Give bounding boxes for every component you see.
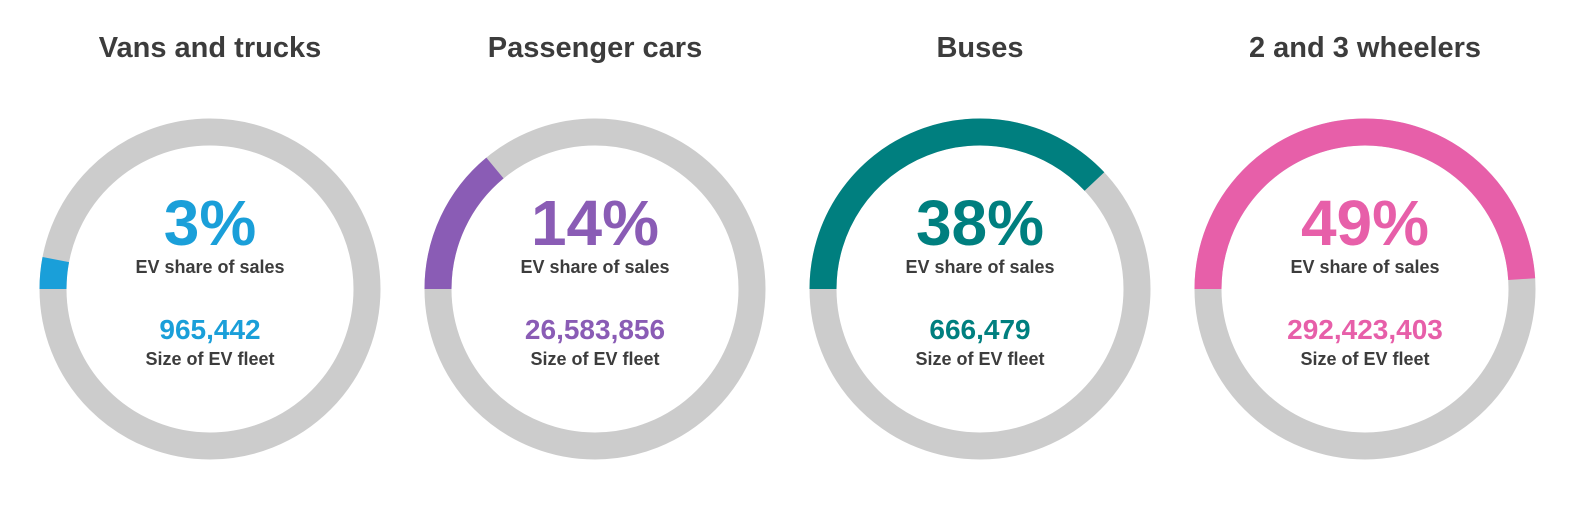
gauge-panel-buses: Buses 38% EV share of sales 666,479 Size… (790, 0, 1170, 509)
gauge-title: Buses (936, 32, 1024, 64)
ev-share-value: 14% (530, 187, 660, 259)
ev-fleet-value: 965,442 (159, 314, 261, 345)
ev-share-value: 49% (1300, 187, 1430, 259)
gauge-track (39, 118, 381, 460)
gauge-chart (809, 118, 1151, 460)
ev-fleet-value: 26,583,856 (524, 314, 666, 345)
ev-fleet-value: 666,479 (929, 314, 1031, 345)
ev-share-caption: EV share of sales (905, 257, 1055, 277)
ev-share-caption: EV share of sales (520, 257, 670, 277)
gauge-chart (39, 118, 381, 460)
gauge-value-arc (809, 118, 1105, 290)
gauge-title: 2 and 3 wheelers (1248, 32, 1482, 64)
ev-share-caption: EV share of sales (135, 257, 285, 277)
gauge-value-arc (39, 257, 70, 290)
ev-fleet-caption: Size of EV fleet (915, 349, 1045, 369)
ev-fleet-caption: Size of EV fleet (145, 349, 275, 369)
gauge-value-arc (424, 157, 504, 290)
gauge-title: Vans and trucks (98, 32, 322, 64)
gauge-panel-vans-trucks: Vans and trucks 3% EV share of sales 965… (20, 0, 400, 509)
gauge-chart (424, 118, 766, 460)
ev-share-caption: EV share of sales (1290, 257, 1440, 277)
gauge-chart (1194, 118, 1536, 460)
gauge-panel-passenger-cars: Passenger cars 14% EV share of sales 26,… (405, 0, 785, 509)
ev-fleet-caption: Size of EV fleet (1300, 349, 1430, 369)
gauge-title: Passenger cars (487, 32, 703, 64)
ev-share-value: 3% (163, 187, 257, 259)
gauge-value-arc (1194, 118, 1536, 290)
gauge-panel-2-3-wheelers: 2 and 3 wheelers 49% EV share of sales 2… (1175, 0, 1555, 509)
ev-fleet-value: 292,423,403 (1287, 314, 1443, 345)
ev-share-value: 38% (915, 187, 1045, 259)
ev-fleet-caption: Size of EV fleet (530, 349, 660, 369)
